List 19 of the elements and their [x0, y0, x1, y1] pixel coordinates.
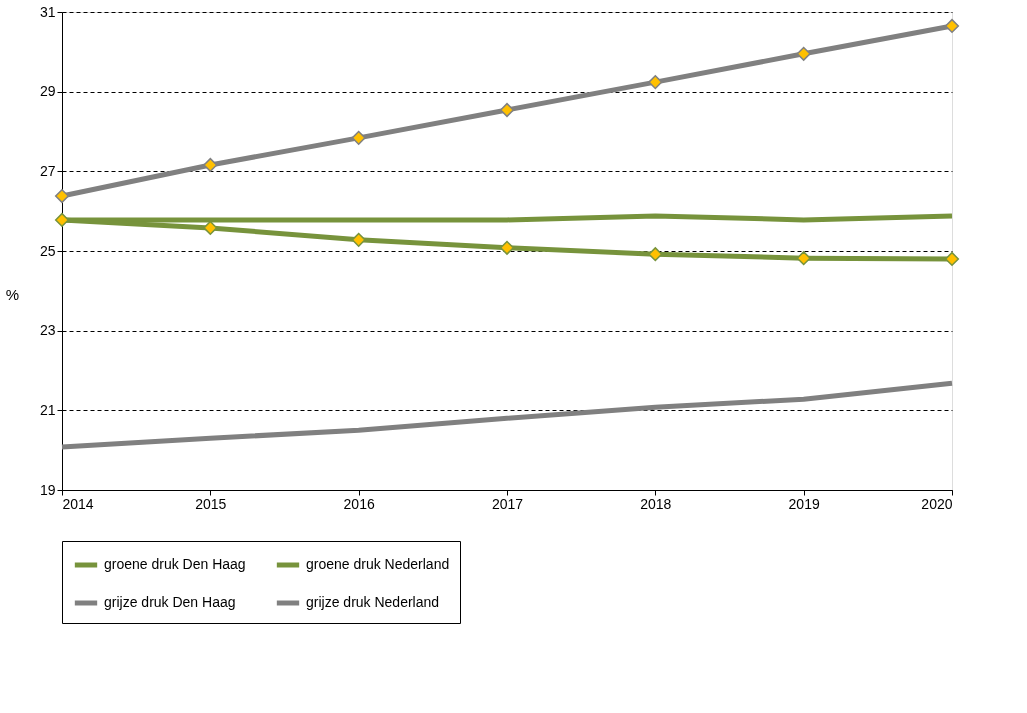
legend-label: grijze druk Nederland: [306, 594, 440, 610]
y-tick-label: 27: [39, 162, 56, 179]
y-tick-label: 21: [39, 401, 56, 418]
x-tick-label: 2015: [195, 495, 227, 512]
x-tick-label: 2014: [62, 495, 94, 512]
x-tick-label: 2017: [491, 495, 524, 512]
x-tick-label: 2018: [640, 495, 672, 512]
y-tick-label: 29: [39, 83, 56, 100]
y-tick-label: 25: [39, 242, 56, 259]
y-tick-label: 19: [39, 481, 56, 498]
y-tick-label: 31: [39, 3, 56, 20]
legend-label: groene druk Den Haag: [104, 556, 246, 572]
x-tick-label: 2019: [788, 495, 820, 512]
y-tick-label: 23: [39, 322, 56, 339]
legend-label: groene druk Nederland: [306, 556, 450, 572]
x-tick-label: 2016: [343, 495, 375, 512]
x-tick-label: 2020: [921, 495, 953, 512]
legend-label: grijze druk Den Haag: [104, 594, 236, 610]
y-axis-title: %: [5, 285, 20, 303]
